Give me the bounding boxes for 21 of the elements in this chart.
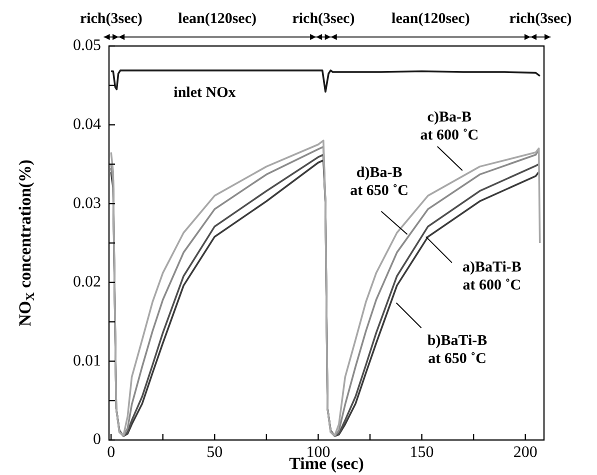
y-tick-label: 0.01 (73, 352, 101, 370)
x-tick-label: 150 (410, 444, 434, 461)
y-tick-label: 0 (93, 431, 101, 448)
y-tick-label: 0.02 (73, 274, 101, 291)
annotation: a)BaTi-B at 600 ˚C (462, 260, 522, 294)
text: lean(120sec) (392, 10, 470, 27)
y-tick-label: 0.04 (73, 116, 101, 134)
text: lean(120sec) (178, 10, 256, 27)
text: rich(3sec) (80, 10, 142, 27)
text: rich(3sec) (509, 10, 572, 27)
annotation: b)BaTi-B at 650 ˚C (427, 332, 488, 367)
y-axis-title: NOX concentration(%) (15, 160, 38, 326)
x-tick-label: 50 (206, 444, 223, 461)
annotation: d)Ba-B at 650 ˚C (350, 165, 408, 200)
x-tick-label: 200 (513, 444, 538, 461)
y-tick-label: 0.05 (73, 37, 101, 54)
text: rich(3sec) (292, 10, 355, 27)
annotation: c)Ba-B at 600 ˚C (420, 109, 479, 144)
series-label: inlet NOx (174, 85, 236, 102)
x-tick-label: 0 (107, 444, 116, 461)
y-tick-label: 0.03 (73, 194, 101, 212)
